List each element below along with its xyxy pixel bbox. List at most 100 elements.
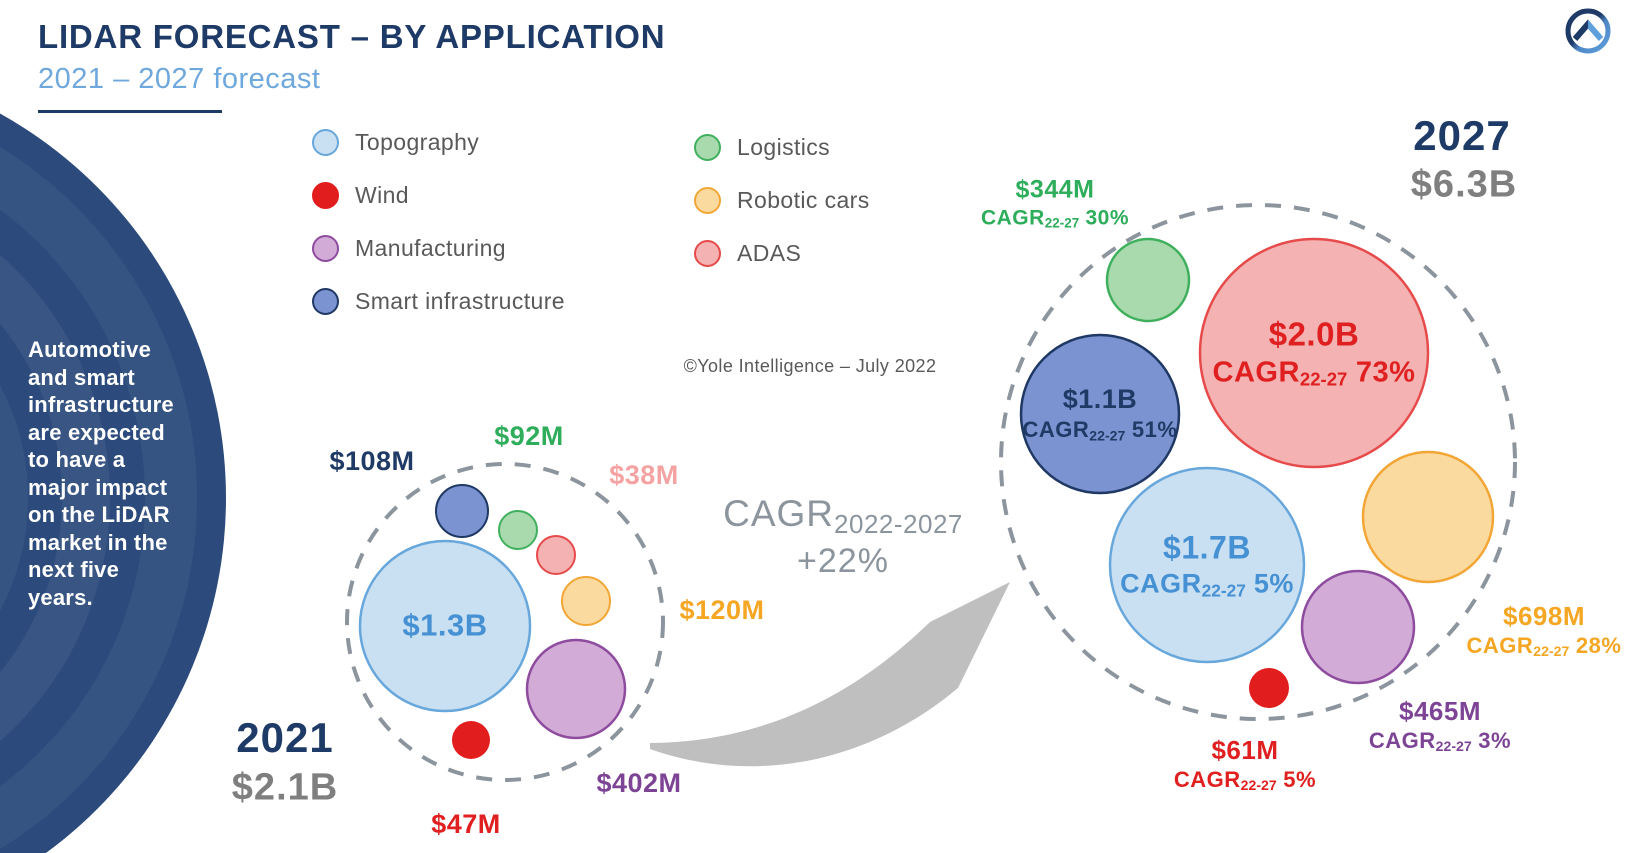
bubble-2027-adas xyxy=(1198,237,1430,469)
label-2021-logistics: $92M xyxy=(494,421,564,453)
sidebar-note-line: to have a xyxy=(28,447,126,472)
logo-ring-icon xyxy=(1565,8,1611,54)
label-2027-logistics: $344M CAGR22-27 30% xyxy=(981,175,1129,230)
bubble-2021-robotic_cars xyxy=(561,576,611,626)
legend-item-topography: Topography xyxy=(312,116,479,169)
wind-circle-icon xyxy=(312,182,339,209)
sidebar-note-line: market in the xyxy=(28,529,168,555)
bubble-value-text: $465M xyxy=(1399,695,1481,726)
bubble-value-text: $698M xyxy=(1502,600,1585,631)
total-2027-label: $6.3B xyxy=(1410,163,1518,206)
legend-item-wind: Wind xyxy=(312,169,409,222)
bubble-2021-smart_infrastructure xyxy=(435,484,489,538)
bubble-2027-robotic_cars xyxy=(1361,450,1495,584)
label-2027-robotic_cars: $698M CAGR22-27 28% xyxy=(1467,601,1622,659)
bubble-value-text: $108M xyxy=(329,446,415,477)
bubble-2021-adas xyxy=(536,535,576,575)
sidebar-circle-shape xyxy=(0,113,226,853)
legend-item-manufacturing: Manufacturing xyxy=(312,222,506,275)
bubble-value-text: $1.1B xyxy=(1062,384,1138,415)
manufacturing-circle-icon xyxy=(312,235,339,262)
bubble-cagr-text: CAGR22-27 3% xyxy=(1368,727,1512,754)
year-2027-label: 2027 xyxy=(1413,112,1511,159)
sidebar-note-line: years. xyxy=(28,584,93,610)
bubble-cagr-text: CAGR22-27 28% xyxy=(1466,632,1622,659)
chevron-up-icon xyxy=(1572,19,1604,41)
page-title: LIDAR FORECAST – BY APPLICATION xyxy=(38,18,666,55)
smart_infrastructure-circle-icon xyxy=(312,288,339,315)
legend-item-adas: ADAS xyxy=(694,227,801,280)
bubble-value-text: $92M xyxy=(494,421,564,452)
topography-circle-icon xyxy=(312,129,339,156)
bubble-value-text: $1.7B xyxy=(1163,529,1251,566)
label-2027-smart_infrastructure: $1.1B CAGR22-27 51% xyxy=(1023,384,1178,444)
bubble-value-text: $61M xyxy=(1211,734,1279,765)
legend-label-topography: Topography xyxy=(355,129,480,155)
overall-cagr-value: +22% xyxy=(797,542,889,580)
bubble-value-text: $2.0B xyxy=(1268,315,1360,353)
bubble-value-text: $402M xyxy=(596,768,682,799)
overall-cagr-period: 2022-2027 xyxy=(834,509,963,539)
legend-label-wind: Wind xyxy=(355,182,410,208)
bubble-cagr-text: CAGR22-27 73% xyxy=(1212,356,1416,390)
overall-cagr: CAGR2022-2027 +22% xyxy=(723,493,963,581)
bubble-2027-manufacturing xyxy=(1300,569,1416,685)
bubble-value-text: $47M xyxy=(431,809,501,840)
robotic_cars-circle-icon xyxy=(694,187,721,214)
sidebar-note-line: Automotive xyxy=(28,337,151,362)
bubble-2027-wind xyxy=(1249,668,1289,708)
source-credit: ©Yole Intelligence – July 2022 xyxy=(683,356,937,376)
label-2027-topography: $1.7B CAGR22-27 5% xyxy=(1120,530,1294,601)
label-2021-manufacturing: $402M xyxy=(596,768,681,800)
bubble-value-text: $344M xyxy=(1015,175,1095,204)
legend-label-adas: ADAS xyxy=(737,240,802,266)
legend-item-logistics: Logistics xyxy=(694,121,830,174)
label-2027-adas: $2.0B CAGR22-27 73% xyxy=(1213,316,1416,391)
sidebar-note: Automotive and smart infrastructure are exp… xyxy=(28,336,208,611)
sidebar-note-line: are expected xyxy=(28,419,165,445)
label-2021-adas: $38M xyxy=(609,460,679,492)
bubble-2021-manufacturing xyxy=(525,638,627,740)
legend-label-logistics: Logistics xyxy=(737,134,831,160)
bubble-2027-smart_infrastructure xyxy=(1019,333,1181,495)
legend-label-robotic_cars: Robotic cars xyxy=(737,187,870,213)
sidebar-ring-middle xyxy=(0,254,110,742)
cluster-2027-boundary xyxy=(999,203,1517,721)
sidebar-note-line: on the LiDAR xyxy=(28,502,170,527)
sidebar-note-line: and smart xyxy=(28,364,135,390)
overall-cagr-line: CAGR2022-2027 xyxy=(723,493,963,540)
bubble-2027-topography xyxy=(1108,466,1306,664)
bubble-value-text: $120M xyxy=(679,595,765,626)
sidebar-ring-outer xyxy=(0,147,197,849)
bubble-2021-logistics xyxy=(498,510,538,550)
logistics-circle-icon xyxy=(694,134,721,161)
bubble-cagr-text: CAGR22-27 5% xyxy=(1120,568,1294,601)
bubble-cagr-period: 22-27 xyxy=(1089,427,1126,444)
sidebar-note-line: major impact xyxy=(28,474,168,500)
label-2027-wind: $61M CAGR22-27 5% xyxy=(1174,735,1316,793)
bubble-cagr-period: 22-27 xyxy=(1044,214,1080,230)
sidebar-note-line: next five xyxy=(28,557,120,582)
legend-item-smart_infrastructure: Smart infrastructure xyxy=(312,275,565,328)
overall-cagr-label: CAGR xyxy=(723,493,835,534)
legend-label-manufacturing: Manufacturing xyxy=(355,235,506,261)
title-underline xyxy=(38,110,222,113)
chevron-up-logo-button[interactable] xyxy=(1562,5,1614,57)
year-2021-label: 2021 xyxy=(236,714,334,761)
label-2021-wind: $47M xyxy=(431,809,501,841)
bubble-value-text: $1.3B xyxy=(402,607,488,643)
growth-arrow-icon xyxy=(650,582,1010,767)
sidebar-note-line: infrastructure xyxy=(28,392,174,417)
bubble-cagr-period: 22-27 xyxy=(1299,368,1348,390)
bubble-cagr-period: 22-27 xyxy=(1533,642,1570,659)
label-2021-robotic_cars: $120M xyxy=(679,595,764,627)
label-2021-topography: $1.3B xyxy=(402,608,487,645)
label-2027-manufacturing: $465M CAGR22-27 3% xyxy=(1369,696,1511,754)
total-2021-label: $2.1B xyxy=(231,766,339,809)
bubble-cagr-period: 22-27 xyxy=(1201,580,1246,601)
legend-item-robotic_cars: Robotic cars xyxy=(694,174,870,227)
bubble-cagr-text: CAGR22-27 30% xyxy=(980,205,1130,230)
